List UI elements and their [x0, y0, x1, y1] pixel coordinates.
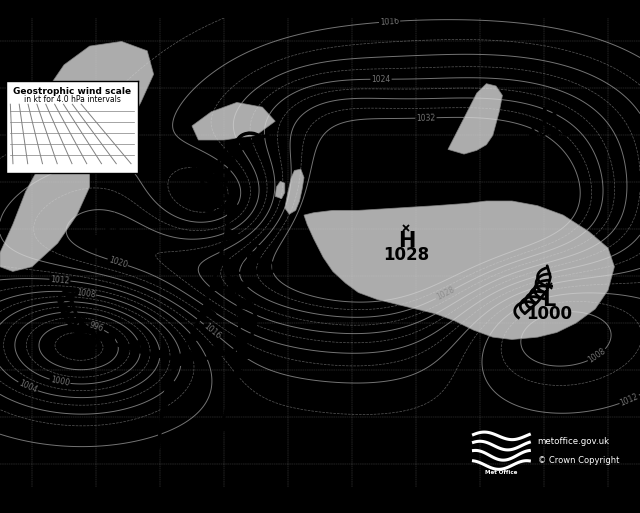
Text: H: H — [103, 219, 121, 239]
Polygon shape — [153, 347, 169, 359]
Text: 1000: 1000 — [49, 376, 70, 388]
Polygon shape — [207, 189, 221, 201]
Text: 1016: 1016 — [202, 321, 222, 341]
Text: 1030: 1030 — [367, 166, 413, 184]
Text: 1024: 1024 — [371, 75, 390, 84]
Polygon shape — [0, 145, 90, 271]
Text: 1032: 1032 — [416, 113, 436, 123]
Polygon shape — [239, 314, 253, 327]
Polygon shape — [304, 201, 614, 340]
Text: 1028: 1028 — [435, 285, 456, 302]
Text: 1008: 1008 — [587, 347, 608, 365]
Text: Forecast chart (T+00) Valid 00 UTC THU 09 MAY 2024: Forecast chart (T+00) Valid 00 UTC THU 0… — [181, 6, 459, 16]
Text: 996: 996 — [88, 321, 105, 334]
Polygon shape — [100, 332, 115, 344]
Text: 1020: 1020 — [526, 122, 572, 140]
Polygon shape — [233, 367, 248, 380]
Polygon shape — [19, 42, 154, 159]
Text: L: L — [77, 320, 90, 340]
Polygon shape — [239, 332, 253, 345]
Polygon shape — [201, 170, 216, 181]
Polygon shape — [210, 280, 225, 291]
Text: 1020: 1020 — [230, 260, 276, 278]
Text: 1016: 1016 — [380, 16, 399, 27]
Polygon shape — [237, 297, 252, 309]
Polygon shape — [189, 330, 205, 341]
Text: 992: 992 — [66, 335, 100, 353]
Text: 1000: 1000 — [526, 305, 572, 323]
Polygon shape — [241, 320, 256, 332]
Polygon shape — [205, 180, 220, 190]
Polygon shape — [229, 385, 244, 397]
Polygon shape — [275, 181, 285, 199]
Text: H: H — [381, 151, 399, 171]
Polygon shape — [221, 419, 236, 431]
Text: H: H — [244, 245, 262, 265]
Polygon shape — [125, 341, 141, 352]
Polygon shape — [200, 305, 216, 317]
Polygon shape — [181, 349, 198, 360]
Polygon shape — [218, 254, 233, 266]
Polygon shape — [165, 379, 181, 391]
Polygon shape — [236, 280, 250, 292]
Text: 1004: 1004 — [17, 379, 38, 395]
Text: 1008: 1008 — [76, 288, 96, 299]
Polygon shape — [234, 337, 249, 348]
Polygon shape — [238, 299, 253, 311]
Text: 1018: 1018 — [89, 234, 135, 252]
Polygon shape — [190, 153, 205, 163]
Text: H: H — [397, 231, 415, 251]
Text: H: H — [540, 107, 558, 127]
Polygon shape — [285, 169, 304, 214]
Text: 1012: 1012 — [50, 274, 70, 285]
Polygon shape — [176, 354, 192, 366]
Text: L: L — [543, 290, 556, 309]
Text: 999: 999 — [204, 199, 238, 217]
Polygon shape — [161, 404, 176, 417]
Polygon shape — [237, 350, 252, 362]
Polygon shape — [211, 346, 226, 358]
Polygon shape — [228, 202, 243, 214]
Polygon shape — [448, 84, 502, 154]
Polygon shape — [225, 228, 240, 241]
Text: 1028: 1028 — [383, 246, 429, 264]
Polygon shape — [197, 162, 212, 171]
Polygon shape — [225, 282, 241, 292]
Text: 1020: 1020 — [107, 255, 128, 269]
Text: 1012: 1012 — [619, 392, 640, 407]
Text: L: L — [214, 184, 227, 204]
Polygon shape — [192, 103, 275, 140]
Polygon shape — [225, 402, 240, 414]
